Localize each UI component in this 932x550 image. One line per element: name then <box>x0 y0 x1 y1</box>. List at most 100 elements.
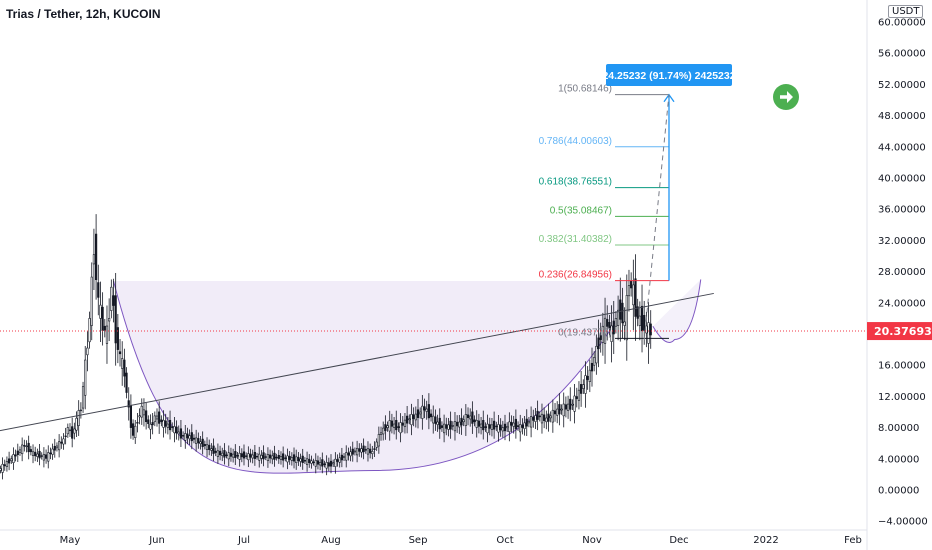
candle-body <box>438 417 441 430</box>
measure-label: 24.25232 (91.74%) 2425232 <box>602 70 735 82</box>
candle-body <box>312 461 315 464</box>
time-axis[interactable]: May Jun Jul Aug Sep Oct Nov Dec 2022 Feb <box>60 535 862 546</box>
measure-label-box[interactable] <box>606 64 732 86</box>
candle-body <box>188 435 191 440</box>
candle-body <box>471 411 474 424</box>
candle-body <box>355 447 359 456</box>
candle-body <box>510 422 513 426</box>
arrow-right-icon[interactable] <box>773 84 799 110</box>
candle-body <box>551 409 554 423</box>
candle-body <box>158 411 161 424</box>
candle-body <box>434 416 437 424</box>
candle-body <box>319 462 322 466</box>
trendline-line[interactable] <box>0 292 714 433</box>
candle-body <box>71 426 74 439</box>
price-tick-label: 36.00000 <box>878 205 926 216</box>
candle-body <box>268 454 272 459</box>
candle-body <box>77 410 80 426</box>
candle-body <box>499 424 502 431</box>
candle-body <box>162 419 165 428</box>
candle-body <box>577 389 581 401</box>
candle-body <box>442 423 446 434</box>
candle-body <box>234 451 237 459</box>
candle-body <box>436 421 439 425</box>
measure-tool[interactable]: 24.25232 (91.74%) 2425232 <box>602 64 736 340</box>
candle-body <box>40 455 43 457</box>
candle-body <box>632 284 635 306</box>
candle-body <box>190 432 193 442</box>
candle-body <box>121 358 124 369</box>
candle-body <box>262 452 265 460</box>
candle-body <box>295 456 298 464</box>
candle-body <box>14 454 17 457</box>
candle-body <box>49 452 52 455</box>
candle-body <box>292 454 296 462</box>
time-tick-label: Sep <box>409 535 428 546</box>
fib-levels[interactable]: 1(50.68146) 0.786(44.00603) 0.618(38.76551… <box>539 84 669 339</box>
candle-body <box>210 448 213 451</box>
candle-body <box>173 426 176 434</box>
candle-body <box>168 419 172 431</box>
candle-body <box>0 468 2 471</box>
candle-body <box>634 278 637 317</box>
candle-body <box>38 450 41 459</box>
candle-body <box>516 425 520 427</box>
price-axis[interactable]: 60.00000 56.00000 52.00000 48.00000 44.00000… <box>878 18 928 528</box>
candle-body <box>23 445 26 447</box>
candle-body <box>573 395 576 412</box>
candle-body <box>514 418 517 430</box>
candle-body <box>571 403 574 406</box>
candle-body <box>477 420 481 427</box>
candle-body <box>221 452 224 456</box>
candle-body <box>284 457 287 459</box>
candle-body <box>123 359 126 377</box>
candle-body <box>475 419 478 428</box>
candle-body <box>399 422 402 434</box>
candle-body <box>3 464 6 467</box>
candle-body <box>116 327 119 350</box>
candle-body <box>64 435 67 438</box>
candle-body <box>279 456 283 460</box>
candle-body <box>186 433 189 439</box>
currency-unit-label[interactable]: USDT <box>888 5 924 18</box>
candle-body <box>612 320 615 335</box>
price-tick-label: 4.00000 <box>878 454 919 465</box>
candle-body <box>532 416 535 421</box>
candle-body <box>5 461 9 467</box>
candle-body <box>79 409 82 412</box>
candle-body <box>336 459 339 462</box>
candle-body <box>536 410 539 420</box>
last-price-badge <box>867 322 932 341</box>
candle-body <box>212 445 215 454</box>
candle-body <box>129 405 133 428</box>
candle-body <box>638 315 641 326</box>
candle-body <box>140 405 143 418</box>
candle-body <box>214 450 217 453</box>
candle-body <box>29 449 32 453</box>
candle-body <box>149 423 152 430</box>
candle-body <box>464 414 467 426</box>
handle-curve[interactable] <box>652 279 702 343</box>
candle-body <box>84 359 87 396</box>
candle-body <box>432 415 435 424</box>
candle-body <box>192 437 196 440</box>
candle-body <box>458 421 461 428</box>
candle-body <box>412 414 415 419</box>
trendline[interactable] <box>0 292 714 433</box>
candle-body <box>208 444 211 450</box>
candle-body <box>334 458 337 467</box>
candle-body <box>68 429 72 432</box>
candle-body <box>371 451 374 455</box>
candle-body <box>1 463 4 473</box>
price-tick-label: 32.00000 <box>878 236 926 247</box>
price-tick-label: 56.00000 <box>878 49 926 60</box>
candle-body <box>382 427 385 435</box>
candle-body <box>112 295 115 306</box>
candle-body <box>264 456 267 458</box>
candle-body <box>395 419 398 431</box>
candle-body <box>177 431 180 435</box>
candle-body <box>390 420 394 427</box>
candle-body <box>42 454 45 461</box>
candle-body <box>160 419 163 423</box>
